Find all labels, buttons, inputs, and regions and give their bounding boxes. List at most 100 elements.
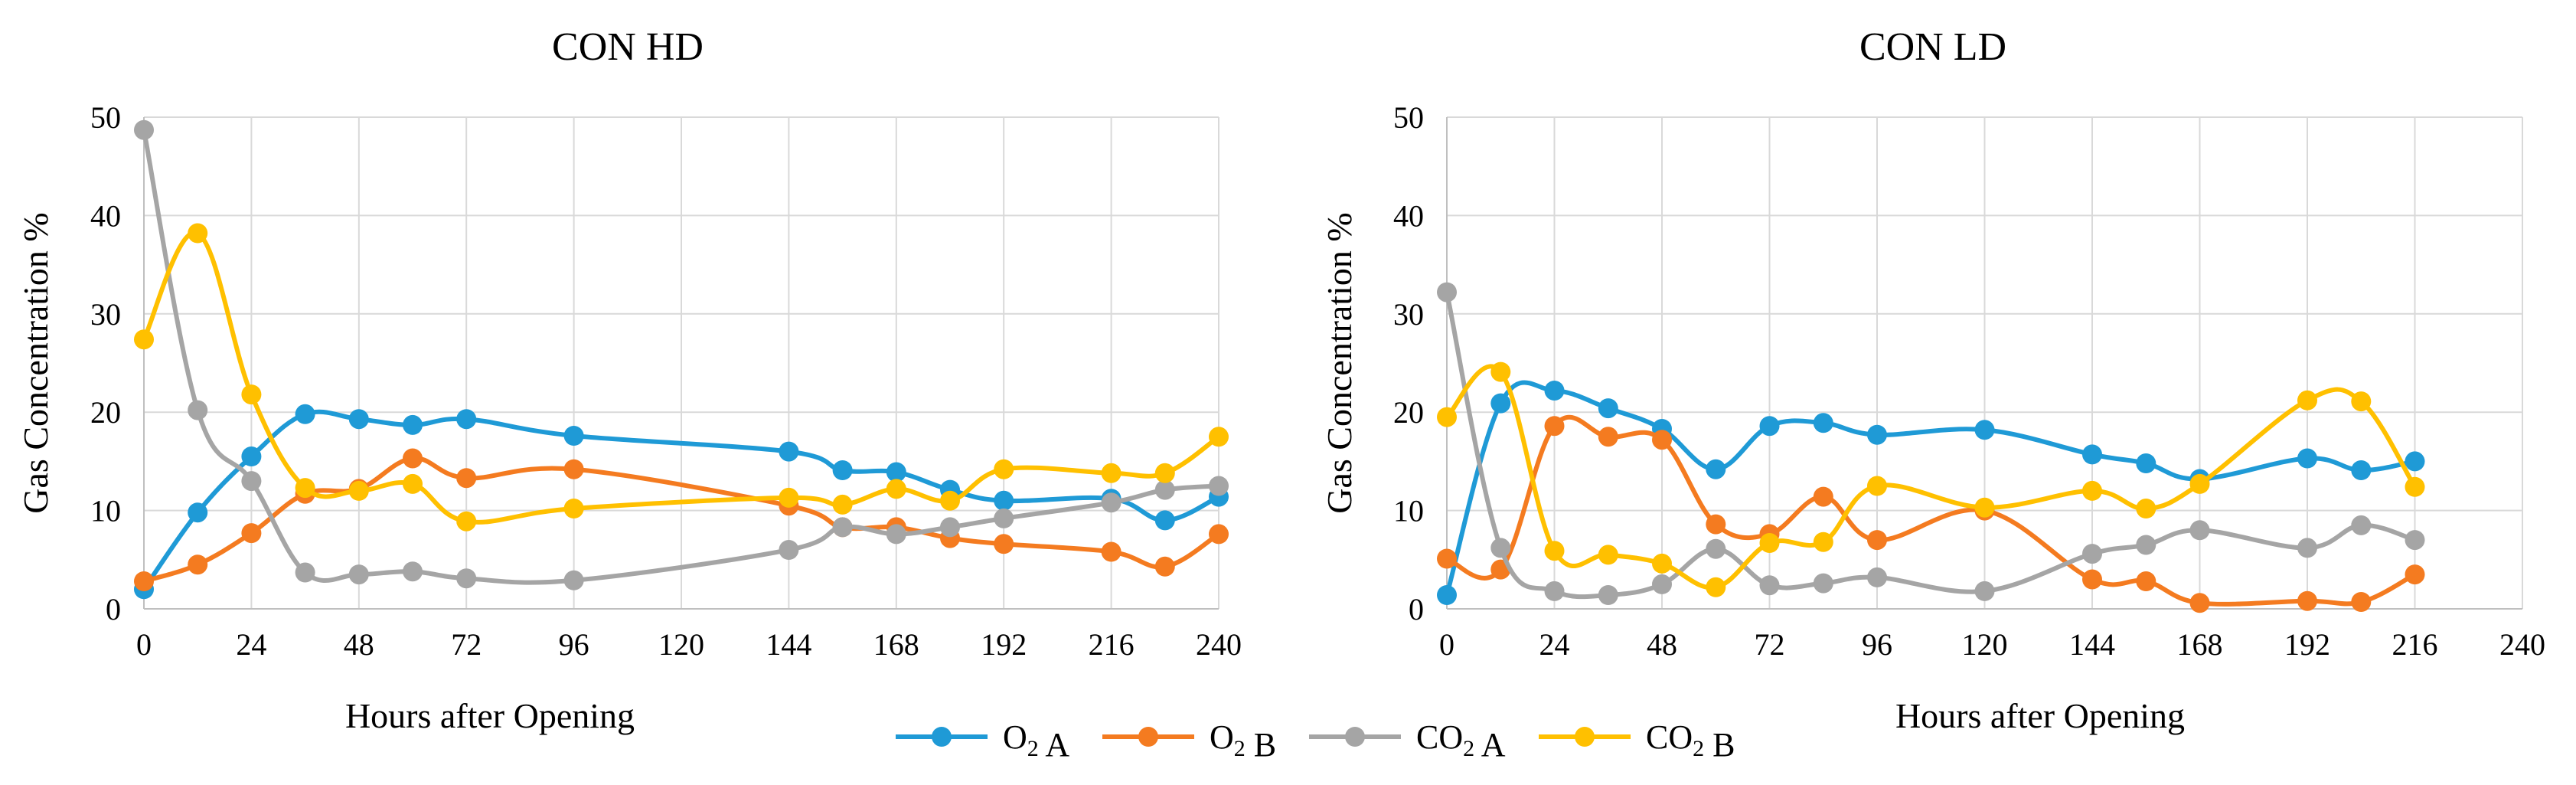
x-tick-label: 24: [236, 627, 266, 662]
y-axis-label: Gas Concentration %: [1320, 212, 1359, 513]
series-o2a: [1437, 380, 2425, 605]
data-point-o2a: [456, 409, 477, 430]
x-tick-label: 144: [2069, 627, 2115, 662]
data-point-o2a: [1706, 459, 1726, 479]
data-point-o2a: [2082, 444, 2102, 465]
y-tick-label: 0: [1409, 592, 1424, 626]
x-tick-label: 0: [136, 627, 152, 662]
data-point-co2a: [1598, 585, 1618, 605]
data-point-o2b: [2082, 569, 2102, 590]
data-point-o2b: [1209, 524, 1229, 545]
data-point-o2a: [188, 502, 208, 523]
legend-marker: [932, 727, 952, 747]
data-point-o2a: [563, 426, 584, 446]
data-point-o2b: [2351, 592, 2372, 612]
data-point-co2b: [1598, 545, 1618, 565]
y-tick-label: 20: [90, 395, 121, 430]
x-tick-label: 144: [766, 627, 811, 662]
data-point-co2a: [2297, 538, 2317, 558]
data-point-co2b: [2405, 476, 2425, 497]
series-line-o2b: [142, 456, 1221, 584]
x-tick-label: 216: [1089, 627, 1135, 662]
data-point-o2a: [1598, 398, 1618, 419]
data-point-o2a: [1544, 381, 1565, 401]
data-point-o2a: [1759, 416, 1780, 437]
data-point-co2b: [1544, 541, 1565, 561]
y-tick-label: 40: [90, 198, 121, 233]
data-point-o2a: [2405, 451, 2425, 472]
data-point-o2a: [1437, 585, 1457, 605]
data-point-o2b: [1437, 548, 1457, 569]
x-tick-label: 72: [451, 627, 482, 662]
data-point-co2a: [1759, 575, 1780, 596]
data-point-co2a: [2405, 530, 2425, 551]
x-tick-label: 0: [1439, 627, 1455, 662]
data-point-co2b: [1437, 407, 1457, 427]
y-tick-label: 40: [1393, 198, 1424, 233]
data-point-co2b: [940, 490, 960, 511]
y-tick-label: 50: [90, 100, 121, 135]
data-point-o2a: [403, 414, 423, 435]
y-tick-label: 30: [1393, 297, 1424, 332]
data-point-co2a: [832, 517, 853, 538]
data-point-o2b: [188, 554, 208, 575]
data-point-co2a: [2082, 544, 2102, 564]
data-point-co2b: [1154, 463, 1175, 483]
data-point-co2a: [1974, 581, 1995, 601]
data-point-co2b: [1867, 476, 1887, 496]
legend: O2 A O2 B CO2 A CO2 B: [896, 718, 1735, 764]
data-point-co2a: [563, 570, 584, 590]
data-point-co2b: [348, 480, 369, 501]
x-tick-label: 96: [559, 627, 589, 662]
data-point-co2b: [1652, 553, 1672, 574]
data-point-o2b: [1544, 416, 1565, 437]
data-point-co2a: [2189, 520, 2210, 541]
data-point-o2a: [241, 446, 262, 466]
data-point-co2a: [1544, 581, 1565, 601]
data-point-o2b: [1706, 514, 1726, 535]
data-point-co2b: [832, 494, 853, 515]
data-point-co2b: [1759, 533, 1780, 553]
series-o2b: [134, 448, 1229, 591]
data-point-co2a: [2351, 515, 2372, 535]
data-point-co2b: [563, 499, 584, 518]
data-point-o2b: [456, 468, 477, 489]
series-co2a: [134, 119, 1229, 590]
data-point-o2b: [2405, 564, 2425, 585]
data-point-co2a: [134, 119, 154, 140]
data-point-co2a: [940, 517, 960, 538]
data-point-co2a: [994, 508, 1014, 528]
series-line-o2a: [1445, 380, 2418, 597]
data-point-o2b: [1652, 430, 1672, 450]
data-point-co2b: [403, 473, 423, 494]
x-tick-label: 72: [1755, 627, 1785, 662]
data-point-o2b: [994, 534, 1014, 554]
data-point-o2a: [1490, 393, 1511, 414]
data-point-o2a: [832, 460, 853, 480]
series-co2b: [134, 223, 1229, 532]
data-point-co2a: [1867, 567, 1887, 587]
x-tick-label: 120: [1962, 627, 2008, 662]
data-point-o2b: [2297, 590, 2317, 611]
legend-item: O2 B: [1102, 718, 1276, 764]
data-point-o2a: [1867, 424, 1887, 445]
x-tick-label: 240: [2499, 627, 2545, 662]
data-point-o2b: [1867, 530, 1887, 551]
x-tick-label: 168: [873, 627, 919, 662]
data-point-co2b: [2297, 390, 2317, 410]
data-point-co2b: [2189, 473, 2210, 494]
data-point-co2a: [1490, 538, 1511, 558]
x-tick-label: 120: [658, 627, 704, 662]
series-co2a: [1437, 282, 2425, 605]
data-point-o2a: [2297, 448, 2317, 469]
data-point-co2a: [188, 400, 208, 420]
legend-label: O2 A: [1003, 718, 1069, 764]
chart-title: CON LD: [1859, 25, 2006, 69]
legend-label: CO2 B: [1646, 718, 1735, 764]
y-tick-label: 50: [1393, 100, 1424, 135]
data-point-co2a: [1706, 538, 1726, 559]
data-point-co2b: [1706, 577, 1726, 597]
data-point-co2b: [886, 479, 906, 499]
data-point-o2b: [2189, 593, 2210, 613]
